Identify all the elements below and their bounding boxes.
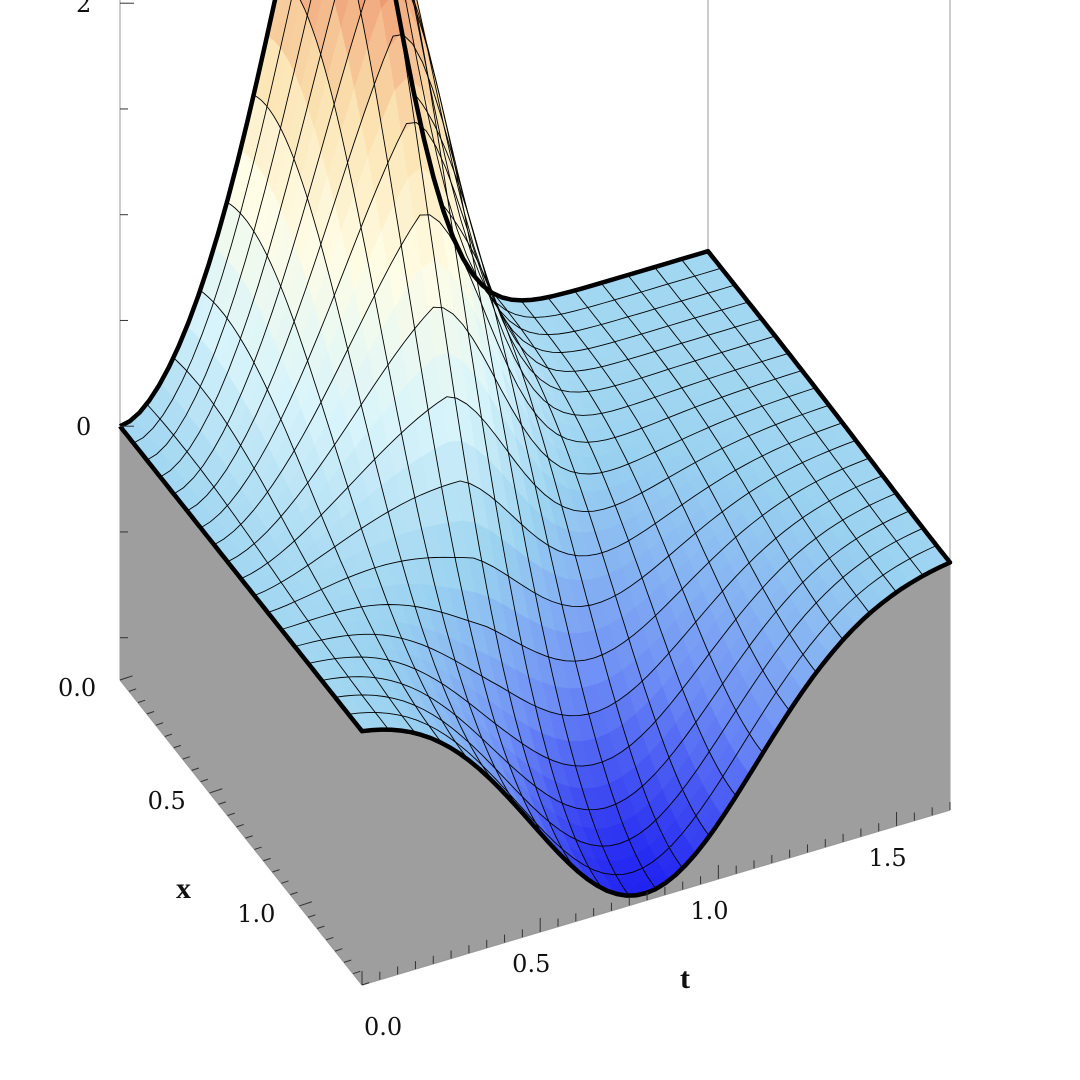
t-tick-label: 1.5 [869,844,907,872]
left-wall [120,426,362,985]
z-tick-label: 0 [76,413,91,441]
surface [119,0,951,897]
mesh-line-x [240,396,830,580]
mesh-line-x [281,457,870,662]
mesh-line-x [200,122,789,529]
x-tick [245,835,253,839]
x-tick [209,788,223,794]
t-axis-label: t [680,962,690,995]
x-tick [361,982,370,986]
mesh-line-x [308,492,897,767]
mesh-line-x [321,510,910,811]
x-tick [299,901,313,907]
x-tick [263,857,271,862]
surface-patch [378,0,389,11]
surface-boundary [118,0,953,898]
x-tick [236,823,244,828]
mesh-line-x [348,545,937,876]
t-tick-label: 0.5 [512,950,550,978]
t-tick-label: 1.0 [690,897,728,925]
mesh-line-x [213,214,803,546]
x-tick [218,801,226,805]
x-tick [254,846,262,850]
mesh-line-x [133,0,722,444]
x-tick [128,688,137,692]
x-tick [343,959,352,963]
z-tick-label: 2 [76,0,91,18]
bounding-box-front-edges [119,679,951,986]
mesh-line-x [160,0,749,478]
x-axis-label: x [176,872,191,905]
x-tick-label: 1.0 [237,900,275,928]
x-tick [119,675,133,681]
x-tick [191,767,200,771]
x-tick [308,914,316,918]
t-tick-label: 0.0 [364,1013,402,1041]
x-tick [317,925,325,929]
mesh-line-x [254,422,843,597]
x-tick-label: 0.0 [58,674,96,702]
mesh-line-x [227,306,816,563]
x-tick [352,970,361,975]
x-tick [182,756,191,760]
x-tick-label: 0.5 [148,787,186,815]
box-edge-front-bottom [361,809,951,986]
x-tick [272,869,280,873]
x-tick [290,891,298,896]
x-tick [155,722,164,726]
front-wall [362,562,950,985]
surface-mesh [118,0,953,898]
mesh-line-x [186,33,776,512]
mesh-line-x [294,475,883,717]
x-tick [146,711,155,715]
x-tick [325,936,334,941]
x-tick [137,699,146,704]
mesh-line-x [335,527,924,847]
floor-shadow [120,426,950,985]
x-tick [173,744,182,749]
mesh-line-x [146,0,736,461]
mesh-line-x [267,439,857,614]
box-edge-front-left [119,679,363,986]
axis-ticks: 0.0 0.5 1.0 1.5 0.0 0.5 1.0 0 2 [58,0,951,1041]
x-tick [164,733,173,737]
x-tick [200,778,209,783]
x-tick [227,812,235,817]
x-tick [334,948,343,952]
x-tick [281,880,289,884]
